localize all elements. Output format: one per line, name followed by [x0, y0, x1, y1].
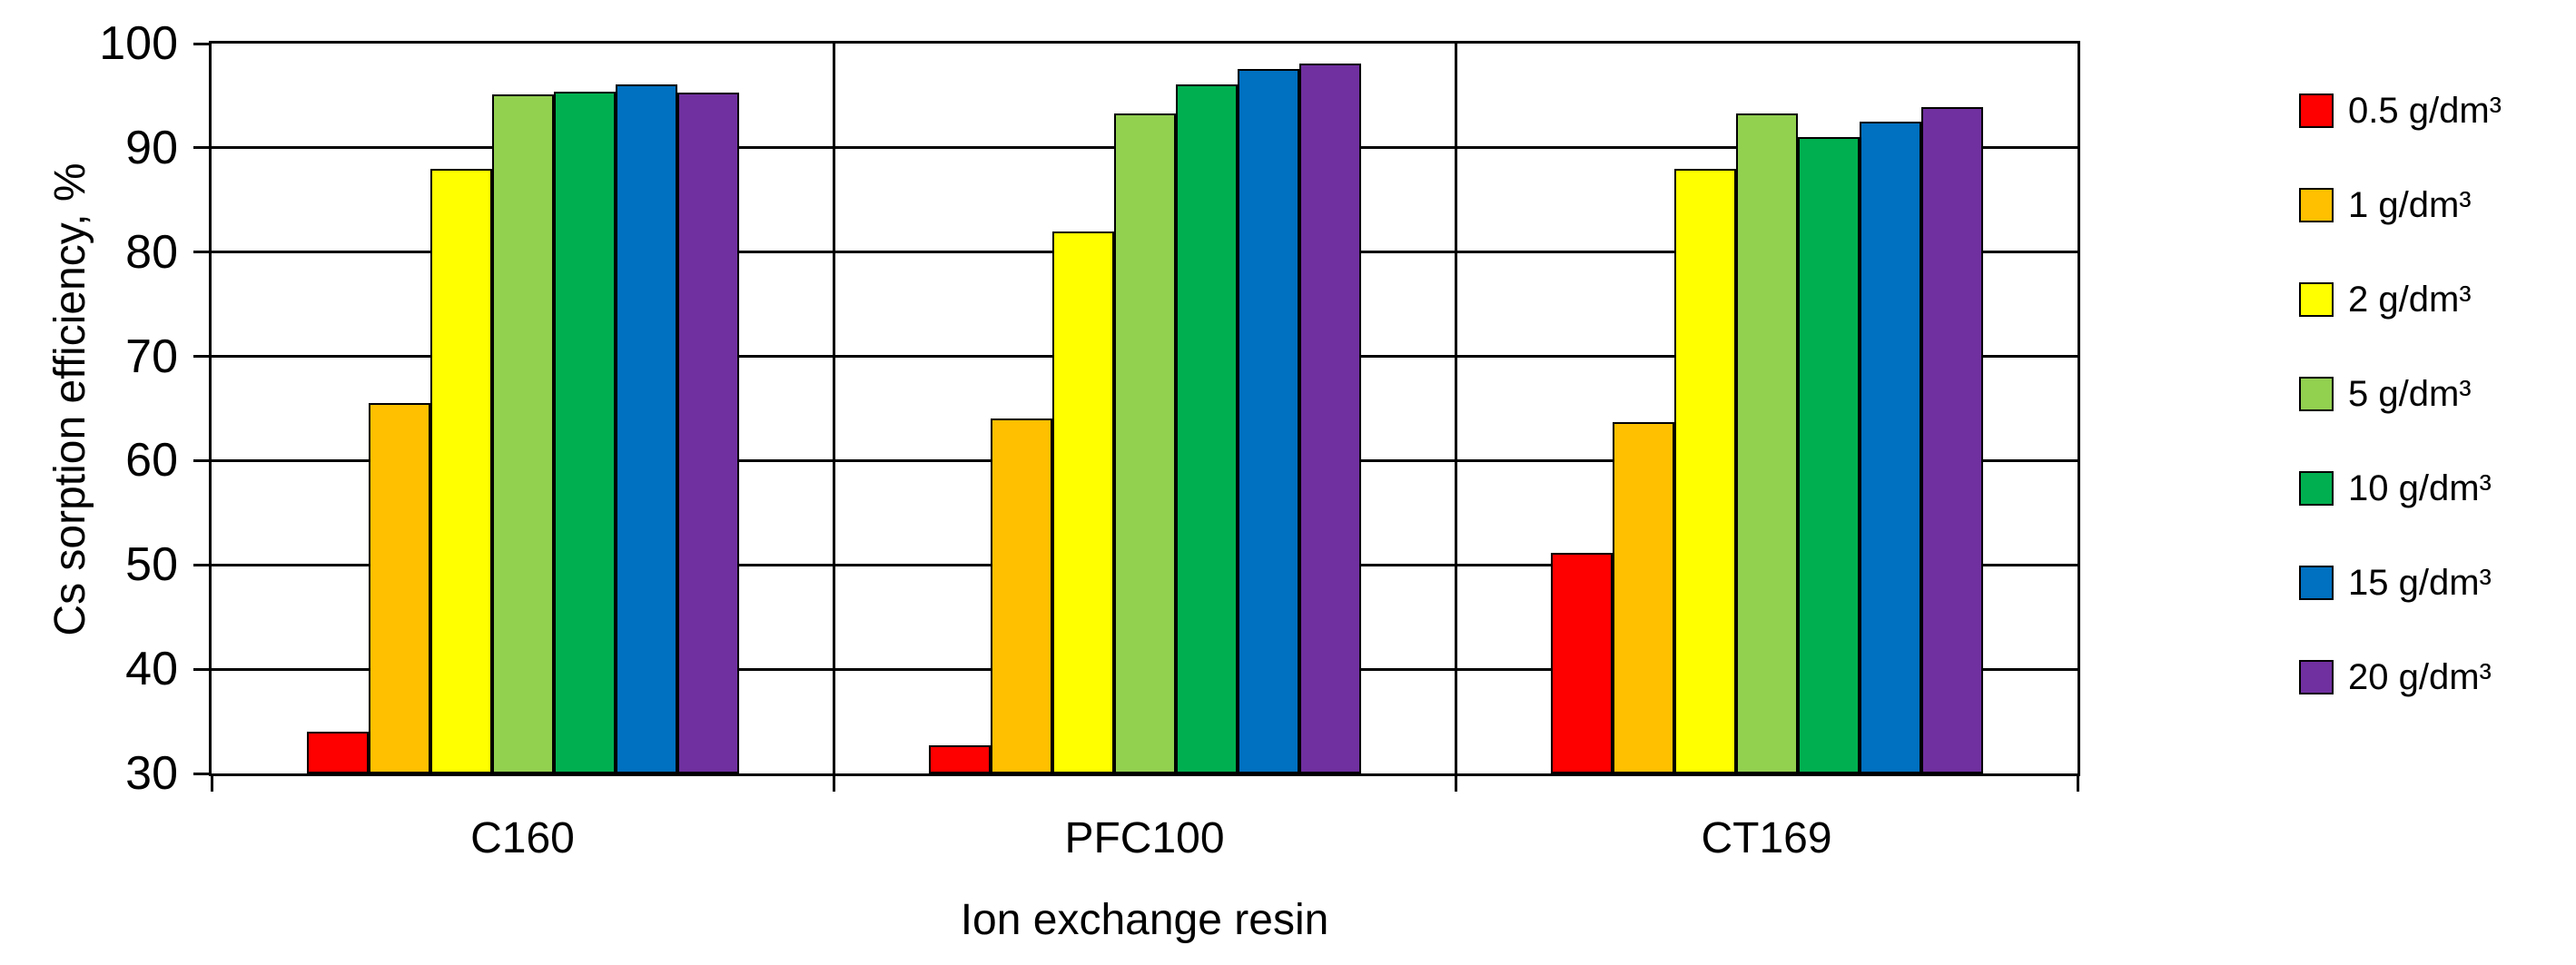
legend-swatch-20 g/dm³: [2299, 660, 2334, 694]
bar-C160-15 g/dm³: [615, 84, 677, 773]
y-tick-label-70: 70: [125, 330, 178, 383]
bar-CT169-2 g/dm³: [1673, 168, 1736, 773]
bar-CT169-20 g/dm³: [1920, 107, 1983, 773]
bar-C160-10 g/dm³: [553, 91, 616, 773]
bar-C160-20 g/dm³: [676, 92, 739, 773]
category-label-CT169: CT169: [1701, 814, 1832, 862]
y-tick-label-90: 90: [125, 121, 178, 174]
bar-C160-0.5 g/dm³: [306, 732, 369, 773]
legend-label-0.5 g/dm³: 0.5 g/dm³: [2348, 91, 2502, 131]
x-axis-title: Ion exchange resin: [960, 896, 1329, 944]
bar-PFC100-10 g/dm³: [1175, 84, 1238, 773]
x-tick-3: [2076, 773, 2079, 792]
y-tick-60: [193, 458, 212, 462]
legend-item-0.5 g/dm³: 0.5 g/dm³: [2299, 89, 2502, 133]
bar-CT169-15 g/dm³: [1859, 122, 1921, 773]
legend-item-20 g/dm³: 20 g/dm³: [2299, 655, 2492, 699]
legend-item-1 g/dm³: 1 g/dm³: [2299, 183, 2472, 227]
legend-item-2 g/dm³: 2 g/dm³: [2299, 278, 2472, 321]
y-tick-label-50: 50: [125, 538, 178, 592]
bar-CT169-0.5 g/dm³: [1550, 552, 1613, 773]
bar-PFC100-5 g/dm³: [1113, 113, 1176, 773]
legend-swatch-0.5 g/dm³: [2299, 94, 2334, 128]
bar-C160-5 g/dm³: [491, 94, 554, 773]
y-tick-80: [193, 251, 212, 254]
legend-label-1 g/dm³: 1 g/dm³: [2348, 185, 2472, 225]
legend-label-10 g/dm³: 10 g/dm³: [2348, 468, 2492, 508]
legend-label-15 g/dm³: 15 g/dm³: [2348, 563, 2492, 603]
bar-PFC100-1 g/dm³: [990, 418, 1052, 773]
y-tick-label-100: 100: [99, 17, 178, 70]
x-tick-0: [210, 773, 213, 792]
y-tick-30: [193, 772, 212, 775]
bar-PFC100-0.5 g/dm³: [928, 744, 991, 773]
category-separator: [832, 44, 835, 773]
x-tick-1: [832, 773, 835, 792]
bar-CT169-5 g/dm³: [1735, 113, 1798, 773]
y-tick-label-60: 60: [125, 434, 178, 487]
legend-label-20 g/dm³: 20 g/dm³: [2348, 657, 2492, 697]
legend-label-2 g/dm³: 2 g/dm³: [2348, 280, 2472, 320]
legend-swatch-2 g/dm³: [2299, 282, 2334, 317]
category-label-PFC100: PFC100: [1064, 814, 1225, 862]
y-tick-40: [193, 667, 212, 671]
bar-PFC100-2 g/dm³: [1051, 231, 1114, 773]
bar-CT169-10 g/dm³: [1797, 137, 1860, 773]
y-tick-label-40: 40: [125, 643, 178, 696]
legend-item-5 g/dm³: 5 g/dm³: [2299, 372, 2472, 416]
bar-PFC100-20 g/dm³: [1298, 63, 1361, 773]
y-tick-label-30: 30: [125, 747, 178, 800]
y-tick-100: [193, 42, 212, 45]
legend-swatch-1 g/dm³: [2299, 188, 2334, 222]
legend-swatch-10 g/dm³: [2299, 471, 2334, 506]
bar-C160-2 g/dm³: [429, 168, 492, 773]
x-tick-2: [1454, 773, 1457, 792]
legend-label-5 g/dm³: 5 g/dm³: [2348, 374, 2472, 414]
y-tick-90: [193, 146, 212, 150]
category-label-C160: C160: [470, 814, 575, 862]
legend-item-15 g/dm³: 15 g/dm³: [2299, 561, 2492, 605]
category-separator: [1454, 44, 1457, 773]
legend-swatch-5 g/dm³: [2299, 377, 2334, 411]
legend-item-10 g/dm³: 10 g/dm³: [2299, 467, 2492, 510]
bar-PFC100-15 g/dm³: [1237, 68, 1299, 773]
y-tick-label-80: 80: [125, 225, 178, 279]
y-tick-70: [193, 355, 212, 359]
y-tick-50: [193, 563, 212, 566]
legend-swatch-15 g/dm³: [2299, 566, 2334, 600]
bar-C160-1 g/dm³: [368, 403, 430, 773]
bar-CT169-1 g/dm³: [1612, 421, 1674, 773]
